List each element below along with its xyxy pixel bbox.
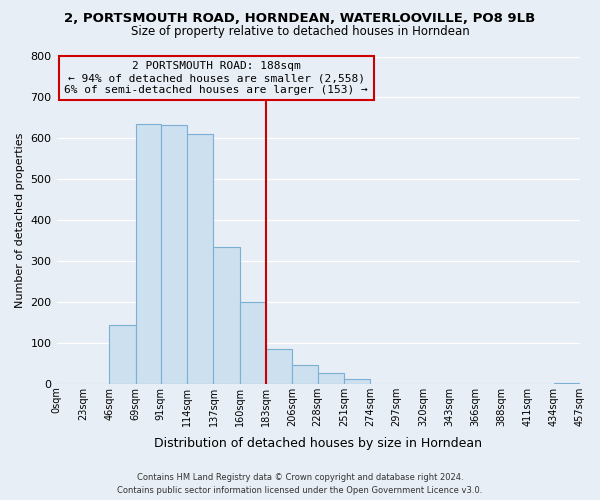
Text: 2 PORTSMOUTH ROAD: 188sqm
← 94% of detached houses are smaller (2,558)
6% of sem: 2 PORTSMOUTH ROAD: 188sqm ← 94% of detac… — [64, 62, 368, 94]
Bar — [554, 383, 580, 384]
Bar — [292, 365, 317, 384]
X-axis label: Distribution of detached houses by size in Horndean: Distribution of detached houses by size … — [154, 437, 482, 450]
Bar — [240, 302, 266, 384]
Bar — [266, 350, 292, 384]
Bar — [136, 124, 161, 384]
Y-axis label: Number of detached properties: Number of detached properties — [15, 132, 25, 308]
Bar — [187, 134, 214, 384]
Bar — [344, 379, 370, 384]
Bar — [214, 247, 240, 384]
Bar — [109, 325, 136, 384]
Text: Size of property relative to detached houses in Horndean: Size of property relative to detached ho… — [131, 25, 469, 38]
Text: Contains HM Land Registry data © Crown copyright and database right 2024.
Contai: Contains HM Land Registry data © Crown c… — [118, 474, 482, 495]
Bar — [317, 372, 344, 384]
Text: 2, PORTSMOUTH ROAD, HORNDEAN, WATERLOOVILLE, PO8 9LB: 2, PORTSMOUTH ROAD, HORNDEAN, WATERLOOVI… — [64, 12, 536, 26]
Bar — [161, 125, 187, 384]
